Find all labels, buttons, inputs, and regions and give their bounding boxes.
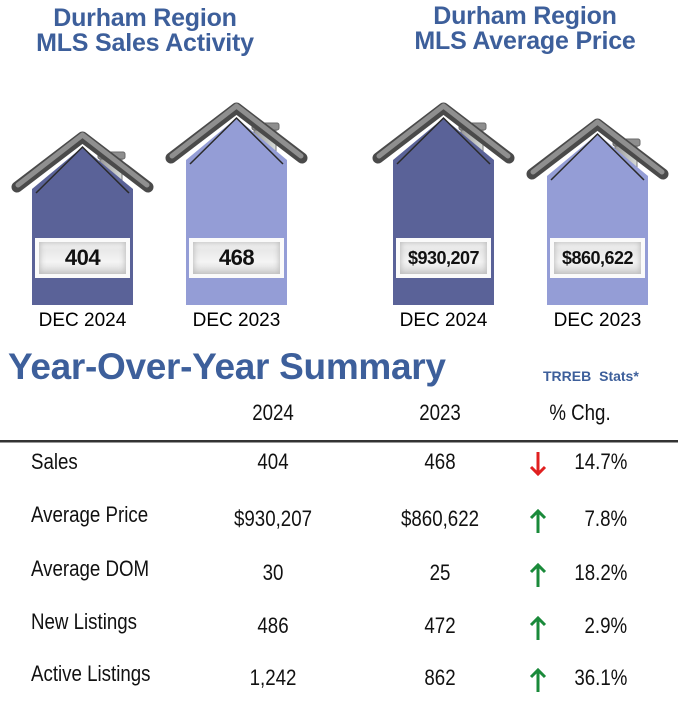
sales-title-line-2: MLS Sales Activity <box>36 29 254 57</box>
value-2024: 30 <box>262 560 284 585</box>
roof-trim <box>35 145 130 194</box>
bar-value-label: 468 <box>189 238 284 278</box>
pct-change: 7.8% <box>584 506 627 531</box>
bar-category-label: DEC 2024 <box>38 310 127 331</box>
roof-trim <box>550 132 645 181</box>
table-row: Average DOM 30 25 18.2% <box>0 556 678 596</box>
sales-chart-title: Durham Region MLS Sales Activity <box>0 6 290 56</box>
table-row: Active Listings 1,242 862 36.1% <box>0 661 678 701</box>
value-2023: 25 <box>429 560 451 585</box>
house-bar-sales-dec-2024 <box>11 131 154 305</box>
bar-value-label: 404 <box>35 238 130 278</box>
price-chart-title: Durham Region MLS Average Price <box>380 4 670 54</box>
metric-label: Average DOM <box>31 556 150 581</box>
pct-change: 14.7% <box>573 449 627 474</box>
column-header-2023: 2023 <box>419 400 461 425</box>
value-2024: 1,242 <box>249 665 297 690</box>
roof-highlight <box>376 103 511 159</box>
roof-highlight <box>15 132 150 188</box>
column-header-2024: 2024 <box>252 400 294 425</box>
arrow-down-icon <box>529 452 547 477</box>
value-2024: 486 <box>257 613 289 638</box>
value-2023: 862 <box>424 665 456 690</box>
house-bar-charts <box>11 102 669 305</box>
pct-change: 36.1% <box>573 665 627 690</box>
column-header-pct-change: % Chg. <box>549 400 611 425</box>
summary-title: Year-Over-Year Summary <box>8 346 446 387</box>
arrow-up-icon <box>529 615 547 640</box>
bar-category-label: DEC 2023 <box>553 310 642 331</box>
roof-trim <box>189 116 284 165</box>
arrow-up-icon <box>529 667 547 692</box>
bar-category-label: DEC 2023 <box>192 310 281 331</box>
pct-change: 2.9% <box>584 613 627 638</box>
bar-category-label: DEC 2024 <box>399 310 488 331</box>
table-divider <box>0 440 678 442</box>
price-title-line-1: Durham Region <box>433 2 617 30</box>
source-label: TRREB Stats* <box>543 368 639 384</box>
roof-highlight <box>530 119 665 175</box>
roof-highlight <box>169 103 304 159</box>
value-2024: $930,207 <box>233 506 312 531</box>
value-2023: $860,622 <box>400 506 479 531</box>
table-row: New Listings 486 472 2.9% <box>0 609 678 649</box>
metric-label: Active Listings <box>31 661 151 686</box>
price-title-line-2: MLS Average Price <box>414 27 636 55</box>
sales-title-line-1: Durham Region <box>53 4 237 32</box>
arrow-up-icon <box>529 508 547 533</box>
metric-label: New Listings <box>31 609 138 634</box>
value-2024: 404 <box>257 449 289 474</box>
table-row: Sales 404 468 14.7% <box>0 449 678 489</box>
value-2023: 472 <box>424 613 456 638</box>
table-row: Average Price $930,207 $860,622 7.8% <box>0 502 678 542</box>
roof-trim <box>396 116 491 165</box>
value-2023: 468 <box>424 449 456 474</box>
pct-change: 18.2% <box>573 560 627 585</box>
arrow-up-icon <box>529 562 547 587</box>
bar-value-label: $860,622 <box>550 238 645 278</box>
bar-value-label: $930,207 <box>396 238 491 278</box>
metric-label: Average Price <box>31 502 149 527</box>
metric-label: Sales <box>31 449 78 474</box>
